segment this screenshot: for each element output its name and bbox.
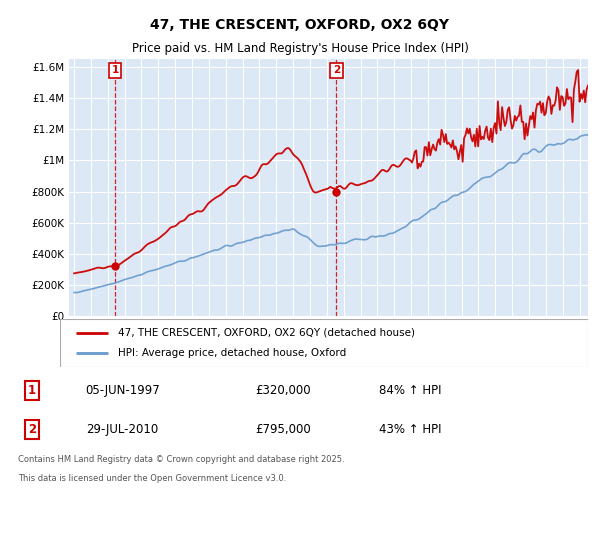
Text: 05-JUN-1997: 05-JUN-1997 xyxy=(86,384,160,397)
Text: 84% ↑ HPI: 84% ↑ HPI xyxy=(379,384,442,397)
Text: £795,000: £795,000 xyxy=(255,423,311,436)
Text: Price paid vs. HM Land Registry's House Price Index (HPI): Price paid vs. HM Land Registry's House … xyxy=(131,41,469,55)
Text: 1: 1 xyxy=(28,384,36,397)
Text: 2: 2 xyxy=(28,423,36,436)
Text: 47, THE CRESCENT, OXFORD, OX2 6QY: 47, THE CRESCENT, OXFORD, OX2 6QY xyxy=(151,18,449,32)
Text: 47, THE CRESCENT, OXFORD, OX2 6QY (detached house): 47, THE CRESCENT, OXFORD, OX2 6QY (detac… xyxy=(118,328,415,338)
Text: Contains HM Land Registry data © Crown copyright and database right 2025.: Contains HM Land Registry data © Crown c… xyxy=(18,455,344,464)
Text: 29-JUL-2010: 29-JUL-2010 xyxy=(86,423,158,436)
Text: This data is licensed under the Open Government Licence v3.0.: This data is licensed under the Open Gov… xyxy=(18,474,286,483)
Text: 1: 1 xyxy=(112,66,119,76)
Text: HPI: Average price, detached house, Oxford: HPI: Average price, detached house, Oxfo… xyxy=(118,348,346,358)
Text: 2: 2 xyxy=(333,66,340,76)
Text: £320,000: £320,000 xyxy=(255,384,311,397)
Text: 43% ↑ HPI: 43% ↑ HPI xyxy=(379,423,442,436)
